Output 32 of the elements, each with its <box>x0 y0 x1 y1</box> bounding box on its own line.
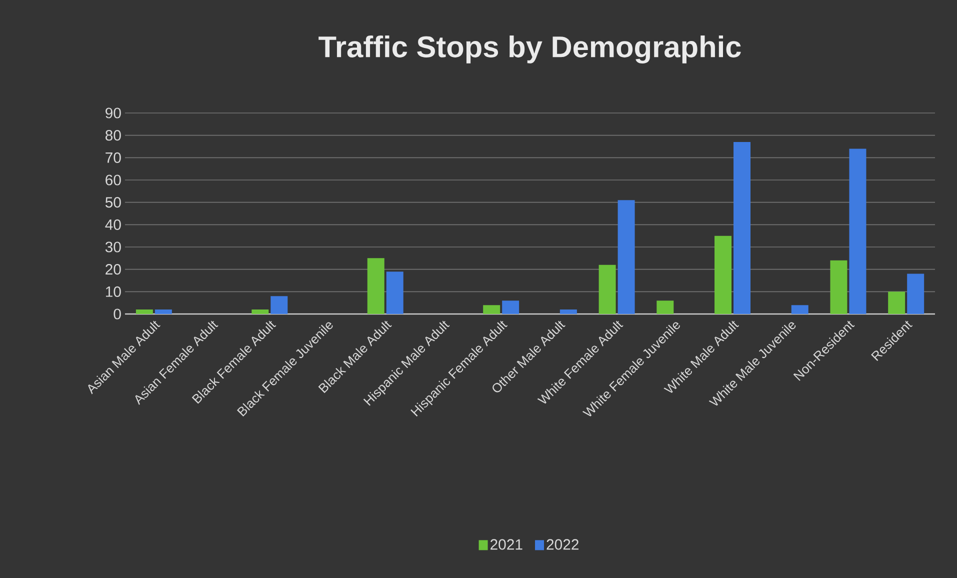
legend-label: 2021 <box>490 539 522 550</box>
bar <box>252 310 269 314</box>
bar <box>136 310 153 314</box>
y-tick-label: 50 <box>105 197 121 208</box>
y-tick-label: 20 <box>106 264 121 275</box>
bar <box>830 260 848 314</box>
y-tick-label: 10 <box>106 286 121 297</box>
bar <box>386 272 404 314</box>
y-tick-label: 60 <box>106 174 121 186</box>
bar <box>270 296 288 314</box>
y-tick-label: 30 <box>105 242 121 252</box>
bar <box>888 292 906 314</box>
bar <box>598 264 616 314</box>
bar <box>907 274 924 314</box>
bar <box>367 258 384 314</box>
bar <box>714 236 732 314</box>
y-tick-label: 70 <box>106 152 121 163</box>
bar <box>502 300 520 314</box>
y-tick-label: 90 <box>106 108 121 118</box>
bar <box>656 300 674 314</box>
chart-title: Traffic Stops by Demographic <box>318 36 741 64</box>
bar <box>791 305 808 314</box>
legend-label: 2022 <box>546 539 578 550</box>
bar <box>483 305 500 314</box>
bar <box>849 148 866 314</box>
bar <box>560 310 577 314</box>
y-tick-label: 80 <box>106 130 121 141</box>
bar <box>154 310 172 314</box>
y-tick-label: 40 <box>105 219 121 230</box>
bar <box>618 200 635 314</box>
y-tick-label: 0 <box>114 308 121 320</box>
bar <box>734 142 751 314</box>
